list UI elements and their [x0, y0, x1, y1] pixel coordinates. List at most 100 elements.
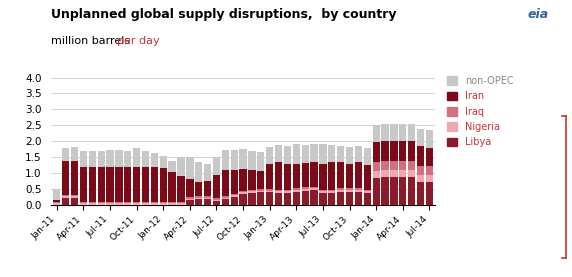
Bar: [417, 129, 424, 146]
Bar: [142, 203, 149, 205]
Bar: [355, 190, 362, 192]
Bar: [124, 202, 132, 203]
Bar: [97, 151, 105, 167]
Bar: [213, 157, 220, 175]
Bar: [124, 167, 132, 202]
Bar: [266, 191, 273, 192]
Bar: [169, 202, 176, 203]
Bar: [337, 190, 344, 192]
Bar: [53, 200, 61, 202]
Bar: [62, 195, 69, 196]
Bar: [62, 161, 69, 195]
Bar: [311, 190, 317, 205]
Bar: [346, 188, 353, 190]
Bar: [142, 151, 149, 167]
Bar: [364, 190, 371, 191]
Bar: [248, 193, 256, 205]
Bar: [319, 144, 327, 163]
Bar: [97, 167, 105, 202]
Bar: [364, 165, 371, 190]
Bar: [195, 198, 202, 199]
Bar: [293, 145, 300, 163]
Bar: [417, 182, 424, 205]
Bar: [116, 150, 122, 167]
Bar: [346, 192, 353, 205]
Bar: [204, 181, 211, 196]
Bar: [133, 202, 140, 203]
Bar: [97, 202, 105, 203]
Text: million barrels: million barrels: [51, 36, 138, 46]
Text: Unplanned global supply disruptions,  by country: Unplanned global supply disruptions, by …: [51, 8, 397, 21]
Bar: [311, 162, 317, 186]
Bar: [328, 162, 335, 190]
Bar: [266, 164, 273, 189]
Bar: [177, 176, 185, 202]
Bar: [390, 161, 398, 170]
Bar: [301, 191, 309, 205]
Bar: [195, 196, 202, 198]
Bar: [231, 170, 238, 194]
Bar: [399, 177, 407, 205]
Bar: [231, 150, 238, 170]
Bar: [408, 124, 415, 141]
Bar: [151, 202, 158, 203]
Bar: [355, 162, 362, 188]
Bar: [240, 191, 247, 192]
Bar: [204, 196, 211, 198]
Bar: [124, 151, 132, 167]
Bar: [257, 192, 264, 205]
Bar: [222, 196, 229, 198]
Bar: [426, 182, 433, 205]
Bar: [275, 193, 282, 205]
Bar: [133, 203, 140, 205]
Bar: [382, 161, 389, 170]
Bar: [311, 186, 317, 188]
Bar: [222, 199, 229, 205]
Bar: [62, 148, 69, 161]
Bar: [372, 171, 380, 178]
Bar: [160, 156, 167, 168]
Bar: [337, 162, 344, 188]
Bar: [266, 189, 273, 191]
Bar: [293, 188, 300, 190]
Bar: [426, 175, 433, 182]
Bar: [186, 199, 193, 200]
Bar: [169, 171, 176, 202]
Bar: [133, 167, 140, 202]
Bar: [408, 170, 415, 177]
Bar: [293, 190, 300, 192]
Bar: [62, 196, 69, 198]
Bar: [372, 142, 380, 162]
Bar: [213, 198, 220, 199]
Bar: [71, 196, 78, 198]
Bar: [257, 152, 264, 171]
Bar: [390, 177, 398, 205]
Bar: [160, 168, 167, 202]
Bar: [257, 191, 264, 192]
Bar: [195, 182, 202, 196]
Bar: [186, 179, 193, 197]
Bar: [240, 192, 247, 194]
Bar: [311, 188, 317, 190]
Bar: [222, 170, 229, 196]
Bar: [177, 203, 185, 205]
Bar: [346, 147, 353, 163]
Bar: [213, 199, 220, 201]
Bar: [160, 203, 167, 205]
Bar: [275, 162, 282, 190]
Bar: [382, 124, 389, 141]
Bar: [62, 198, 69, 205]
Bar: [257, 189, 264, 191]
Bar: [328, 190, 335, 191]
Bar: [355, 192, 362, 205]
Bar: [417, 146, 424, 166]
Bar: [71, 147, 78, 161]
Bar: [195, 162, 202, 182]
Bar: [399, 170, 407, 177]
Bar: [133, 148, 140, 167]
Bar: [89, 167, 96, 202]
Bar: [408, 161, 415, 170]
Bar: [240, 194, 247, 205]
Bar: [222, 198, 229, 199]
Bar: [106, 203, 114, 205]
